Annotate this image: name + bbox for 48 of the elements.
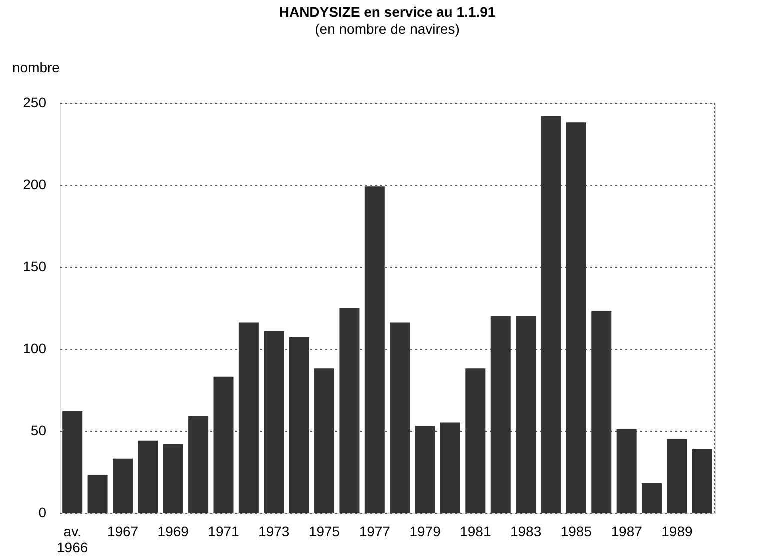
x-tick-label: 1973 [258, 524, 290, 540]
x-tick-label: av. 1966 [57, 524, 88, 556]
bar [466, 368, 486, 513]
bar [214, 376, 234, 513]
x-tick-label: 1981 [460, 524, 492, 540]
x-tick-label: 1983 [510, 524, 542, 540]
y-tick-label: 50 [30, 422, 47, 438]
x-tick-label: 1967 [107, 524, 139, 540]
x-tick-label: 1985 [560, 524, 592, 540]
bar [289, 338, 310, 513]
bar [188, 416, 209, 513]
x-tick-label: 1977 [359, 524, 391, 540]
y-tick-label: 0 [38, 504, 47, 520]
bar [592, 311, 612, 513]
bar [138, 440, 158, 513]
x-tick-label: 1975 [308, 524, 340, 540]
y-tick-label: 150 [23, 258, 47, 274]
bar [238, 322, 259, 513]
bar [490, 316, 511, 513]
bar [163, 444, 184, 513]
chart-title: HANDYSIZE en service au 1.1.91 [279, 4, 496, 20]
bar [112, 458, 133, 513]
x-tick-label: 1971 [208, 524, 240, 540]
bar [415, 426, 436, 513]
bar [667, 439, 688, 513]
bar [516, 316, 536, 513]
x-tick-label: 1979 [410, 524, 442, 540]
chart-subtitle: (en nombre de navires) [315, 21, 460, 37]
y-tick-label: 200 [23, 176, 47, 192]
bar [314, 368, 335, 513]
bar [88, 475, 108, 513]
x-tick-label: 1989 [662, 524, 693, 540]
bar [390, 322, 410, 513]
bar [440, 422, 460, 513]
y-axis-title: nombre [12, 60, 60, 76]
y-tick-label: 250 [23, 94, 47, 110]
x-tick-label: 1987 [611, 524, 643, 540]
bar [62, 411, 83, 513]
bar [541, 116, 562, 513]
x-tick-label: 1969 [158, 524, 190, 540]
bar [692, 449, 712, 513]
bar [566, 122, 586, 513]
bar [642, 483, 662, 513]
bar [340, 308, 360, 513]
bar [264, 330, 284, 513]
bar [364, 186, 385, 513]
bar [616, 429, 637, 513]
y-tick-label: 100 [23, 340, 47, 356]
